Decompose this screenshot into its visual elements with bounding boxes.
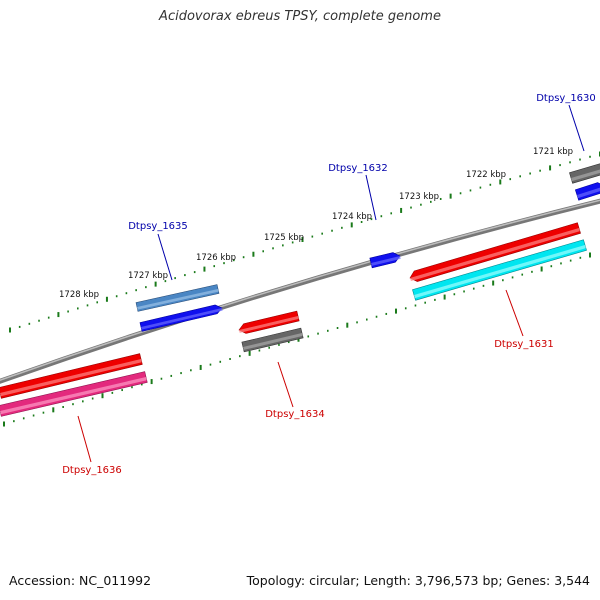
leader-line-dtpsy-1632 bbox=[365, 174, 377, 221]
tick-labels: 1728 kbp 1727 kbp 1726 kbp 1725 kbp 1724 kbp… bbox=[59, 147, 573, 300]
outer-tick-ring bbox=[9, 151, 600, 333]
gene-label-dtpsy-1630: Dtpsy_1630 bbox=[536, 93, 596, 104]
tick-label: 1726 kbp bbox=[196, 253, 236, 263]
genome-backbone bbox=[0, 198, 600, 384]
gene-arrow-dtpsy-1634 bbox=[238, 310, 300, 334]
tick-label: 1728 kbp bbox=[59, 290, 99, 300]
tick-label: 1723 kbp bbox=[399, 192, 439, 202]
genome-summary: Topology: circular; Length: 3,796,573 bp… bbox=[246, 573, 590, 588]
leader-line-dtpsy-1636 bbox=[77, 415, 92, 463]
tick-label: 1722 kbp bbox=[466, 170, 506, 180]
gene-arrow-dtpsy-1636 bbox=[0, 353, 143, 399]
map-title: Acidovorax ebreus TPSY, complete genome bbox=[159, 9, 441, 24]
leader-line-dtpsy-1630 bbox=[568, 104, 585, 152]
gene-arrow-dtpsy-1631 bbox=[409, 222, 581, 282]
tick-label: 1727 kbp bbox=[128, 271, 168, 281]
gene-label-dtpsy-1631: Dtpsy_1631 bbox=[494, 339, 554, 350]
tick-label: 1724 kbp bbox=[332, 212, 372, 222]
gene-label-dtpsy-1636: Dtpsy_1636 bbox=[62, 465, 122, 476]
gene-labels: Dtpsy_1630 Dtpsy_1631 Dtpsy_1632 Dtpsy_1634… bbox=[62, 93, 596, 476]
tick-dots bbox=[3, 151, 600, 427]
gene-label-dtpsy-1632: Dtpsy_1632 bbox=[328, 163, 388, 174]
accession-label: Accession: NC_011992 bbox=[9, 573, 152, 588]
gene-arrow-dtpsy-1630-shade bbox=[569, 163, 600, 184]
leader-line-dtpsy-1634 bbox=[277, 361, 294, 408]
gene-label-dtpsy-1635: Dtpsy_1635 bbox=[128, 221, 188, 232]
gene-label-dtpsy-1634: Dtpsy_1634 bbox=[265, 409, 325, 420]
leader-line-dtpsy-1635 bbox=[157, 233, 173, 281]
gene-arrow-dtpsy-1635 bbox=[139, 304, 223, 332]
leader-line-dtpsy-1631 bbox=[505, 289, 524, 337]
gene-arrow-dtpsy-1632 bbox=[369, 252, 401, 269]
gene-arrow-dtpsy-1635-shade bbox=[135, 284, 220, 312]
inner-tick-ring bbox=[3, 252, 591, 427]
gene-arrow-dtpsy-1634-shade bbox=[241, 327, 304, 353]
gene-arrow-dtpsy-1636-shade bbox=[0, 371, 148, 417]
gene-arrow-dtpsy-1630 bbox=[574, 182, 600, 201]
tick-label: 1725 kbp bbox=[264, 233, 304, 243]
gene-features bbox=[0, 163, 600, 417]
gene-arrow-dtpsy-1631-shade bbox=[412, 239, 587, 301]
tick-label: 1721 kbp bbox=[533, 147, 573, 157]
